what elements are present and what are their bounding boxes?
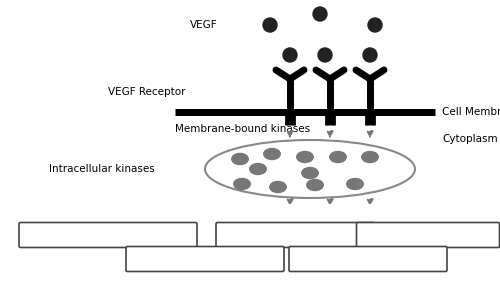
Text: VEGF Receptor: VEGF Receptor bbox=[108, 87, 185, 97]
Circle shape bbox=[283, 48, 297, 62]
Text: Nitric oxide Production: Nitric oxide Production bbox=[372, 230, 484, 240]
Circle shape bbox=[263, 18, 277, 32]
Ellipse shape bbox=[234, 178, 250, 189]
Ellipse shape bbox=[297, 151, 313, 162]
Text: Angiogenesis: Angiogenesis bbox=[262, 230, 328, 240]
FancyBboxPatch shape bbox=[356, 223, 500, 247]
Ellipse shape bbox=[302, 168, 318, 178]
Ellipse shape bbox=[232, 154, 248, 165]
Text: Prostacyclin Production: Prostacyclin Production bbox=[148, 254, 262, 264]
Text: Endothelial cell proliferation: Endothelial cell proliferation bbox=[40, 230, 176, 240]
Text: Membrane-bound kinases: Membrane-bound kinases bbox=[175, 124, 310, 134]
Ellipse shape bbox=[330, 151, 346, 162]
FancyBboxPatch shape bbox=[19, 223, 197, 247]
Circle shape bbox=[368, 18, 382, 32]
Text: Cytoplasm: Cytoplasm bbox=[442, 134, 498, 144]
Ellipse shape bbox=[362, 151, 378, 162]
FancyBboxPatch shape bbox=[216, 223, 374, 247]
Text: VEGF: VEGF bbox=[190, 20, 218, 30]
FancyBboxPatch shape bbox=[126, 247, 284, 271]
Text: Endothelin-1 Reduction: Endothelin-1 Reduction bbox=[311, 254, 425, 264]
Circle shape bbox=[363, 48, 377, 62]
Ellipse shape bbox=[250, 164, 266, 174]
FancyBboxPatch shape bbox=[289, 247, 447, 271]
Ellipse shape bbox=[264, 149, 280, 160]
Circle shape bbox=[318, 48, 332, 62]
Text: Intracellular kinases: Intracellular kinases bbox=[49, 164, 155, 174]
Text: Cell Membrane: Cell Membrane bbox=[442, 107, 500, 117]
Ellipse shape bbox=[205, 140, 415, 198]
Circle shape bbox=[313, 7, 327, 21]
Ellipse shape bbox=[347, 178, 363, 189]
Ellipse shape bbox=[270, 181, 286, 192]
Ellipse shape bbox=[307, 180, 323, 191]
